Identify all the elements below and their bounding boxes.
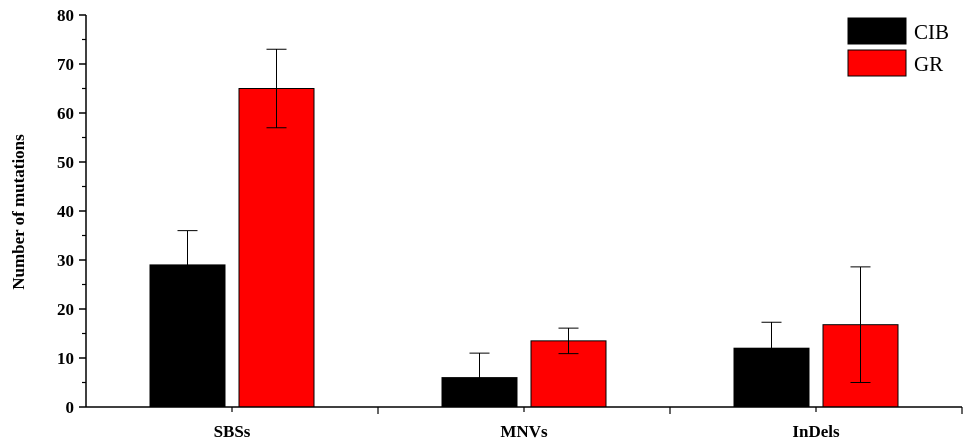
y-axis-title: Number of mutations	[9, 134, 28, 290]
x-axis-labels: SBSs MNVs InDels	[214, 407, 963, 441]
x-tick-label: SBSs	[214, 422, 251, 441]
legend-swatch-gr	[847, 49, 907, 77]
x-tick-label: MNVs	[500, 422, 548, 441]
y-tick-label: 30	[57, 251, 74, 270]
y-tick-label: 60	[57, 104, 74, 123]
y-axis-ticks: 0 10 20 30 40 50 60 70 80	[57, 6, 86, 417]
y-tick-label: 80	[57, 6, 74, 25]
bars	[149, 88, 899, 408]
bar-gr	[238, 88, 315, 408]
legend-label-gr: GR	[914, 52, 943, 76]
legend-label-cib: CIB	[914, 20, 949, 44]
y-tick-label: 70	[57, 55, 74, 74]
y-tick-label: 50	[57, 153, 74, 172]
legend-swatch-cib	[847, 17, 907, 45]
error-bars	[177, 48, 871, 403]
y-tick-label: 0	[66, 398, 75, 417]
y-tick-label: 20	[57, 300, 74, 319]
legend: CIB GR	[847, 17, 949, 77]
y-tick-label: 40	[57, 202, 74, 221]
y-tick-label: 10	[57, 349, 74, 368]
x-tick-label: InDels	[792, 422, 840, 441]
